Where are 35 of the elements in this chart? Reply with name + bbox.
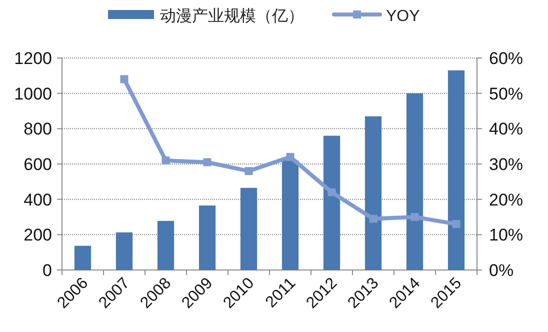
bar [364, 116, 382, 270]
bar [282, 160, 299, 270]
point [162, 156, 170, 164]
y2-tick-label: 20% [489, 190, 524, 210]
point [286, 152, 294, 161]
bar [240, 188, 258, 270]
legend-label: YOY [386, 8, 420, 25]
point [410, 213, 419, 221]
bar [74, 246, 92, 270]
point [203, 158, 212, 166]
y2-tick-label: 30% [489, 155, 524, 174]
y-tick-label: 800 [24, 120, 52, 139]
y2-tick-label: 50% [489, 84, 524, 104]
y2-tick-label: 40% [489, 120, 524, 139]
y2-tick-label: 10% [489, 226, 524, 245]
y-tick-label: 400 [24, 190, 52, 210]
bar [406, 93, 424, 270]
point [328, 188, 336, 196]
legend-label: 动漫产业规模（亿） [160, 7, 304, 25]
bar [157, 220, 174, 270]
point [244, 167, 253, 176]
y2-tick-label: 0% [489, 261, 514, 280]
point [452, 220, 460, 228]
y-tick-label: 1000 [14, 84, 52, 104]
point [120, 75, 128, 84]
y-tick-label: 0 [42, 261, 52, 280]
y2-tick-label: 60% [489, 49, 524, 68]
y-tick-label: 200 [24, 226, 52, 245]
bar [448, 70, 465, 270]
y-tick-label: 600 [24, 155, 52, 174]
bar [198, 206, 216, 270]
bar [116, 232, 133, 270]
bar [323, 136, 340, 270]
point [369, 214, 378, 223]
y-tick-label: 1200 [14, 49, 52, 68]
